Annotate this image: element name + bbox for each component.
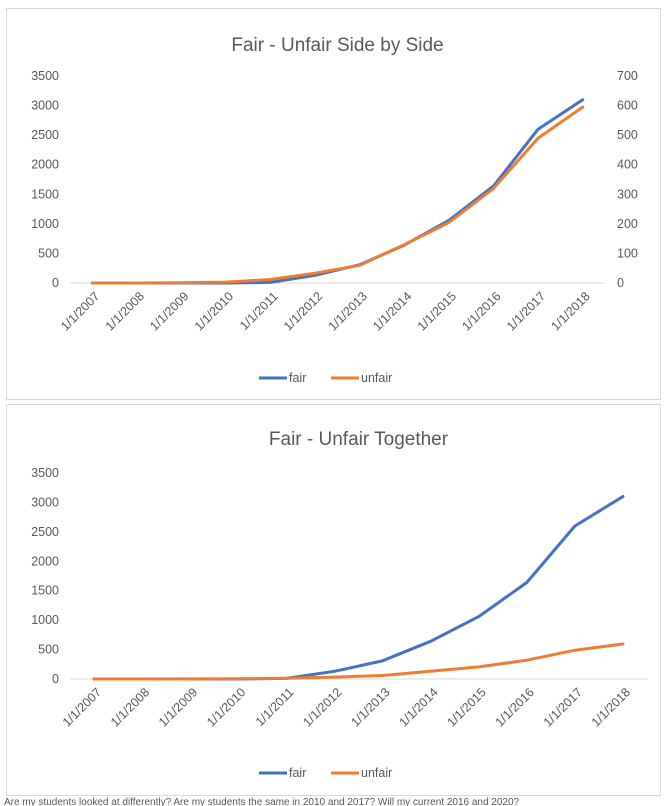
y-tick-label: 0 [52,672,59,686]
y-tick-label: 1000 [31,613,59,627]
y-tick-label: 2500 [31,525,59,539]
x-tick-label: 1/1/2015 [415,289,459,333]
y-tick-label: 2000 [31,158,59,172]
x-tick-label: 1/1/2014 [396,685,440,729]
x-tick-label: 1/1/2016 [493,685,537,729]
chart-panel-side-by-side: Fair - Unfair Side by Side 0 500 1000 1500 20… [6,8,661,400]
series-line-unfair [90,105,585,285]
x-tick-label: 1/1/2010 [204,685,248,729]
chart-title: Fair - Unfair Side by Side [231,35,443,56]
x-tick-label: 1/1/2008 [108,685,152,729]
y-tick-label: 3500 [31,466,59,480]
x-tick-label: 1/1/2007 [60,685,104,729]
x-tick-label: 1/1/2018 [549,289,593,333]
x-tick-label: 1/1/2008 [103,289,147,333]
y2-tick-label: 500 [617,128,638,142]
x-tick-label: 1/1/2012 [281,289,325,333]
x-tick-label: 1/1/2016 [459,289,503,333]
x-tick-label: 1/1/2015 [445,685,489,729]
y-tick-label: 1500 [31,187,59,201]
y-tick-label: 0 [52,276,59,290]
y2-tick-label: 0 [617,276,624,290]
y-tick-label: 3000 [31,495,59,509]
series-line-fair [92,495,625,681]
x-tick-label: 1/1/2007 [58,289,102,333]
y-tick-label: 2000 [31,554,59,568]
x-tick-label: 1/1/2013 [326,289,370,333]
x-tick-label: 1/1/2009 [147,289,191,333]
series-line-fair [90,98,585,285]
x-tick-label: 1/1/2017 [504,289,548,333]
chart-title: Fair - Unfair Together [269,429,449,450]
chart-together: Fair - Unfair Together 0 500 1000 1500 2000 25… [31,429,647,780]
x-tick-label: 1/1/2014 [370,289,414,333]
legend-label-unfair: unfair [361,371,392,385]
y-tick-label: 500 [38,643,59,657]
chart-side-by-side: Fair - Unfair Side by Side05001000150020… [31,35,638,385]
footnote-text: Are my students looked at differently? A… [4,797,520,806]
x-tick-label: 1/1/2017 [541,685,585,729]
x-tick-label: 1/1/2010 [192,289,236,333]
y-tick-label: 2500 [31,128,59,142]
y2-tick-label: 300 [617,187,638,201]
y-tick-label: 500 [38,246,59,260]
y2-tick-label: 400 [617,158,638,172]
legend-label-unfair: unfair [361,766,392,780]
y2-tick-label: 200 [617,217,638,231]
x-tick-label: 1/1/2012 [300,685,344,729]
series-line-unfair [92,642,625,681]
x-tick-label: 1/1/2018 [589,685,633,729]
x-tick-label: 1/1/2013 [348,685,392,729]
legend-label-fair: fair [289,766,306,780]
y2-tick-label: 600 [617,99,638,113]
x-tick-label: 1/1/2011 [253,685,297,729]
y-tick-label: 3000 [31,99,59,113]
y-tick-label: 1000 [31,217,59,231]
y2-tick-label: 100 [617,246,638,260]
x-tick-label: 1/1/2011 [237,289,281,333]
y2-tick-label: 700 [617,69,638,83]
y-tick-label: 1500 [31,584,59,598]
chart-panel-together: Fair - Unfair Together 0 500 1000 1500 2000 25… [6,404,661,796]
y-tick-label: 3500 [31,69,59,83]
legend-label-fair: fair [289,371,306,385]
x-tick-label: 1/1/2009 [156,685,200,729]
